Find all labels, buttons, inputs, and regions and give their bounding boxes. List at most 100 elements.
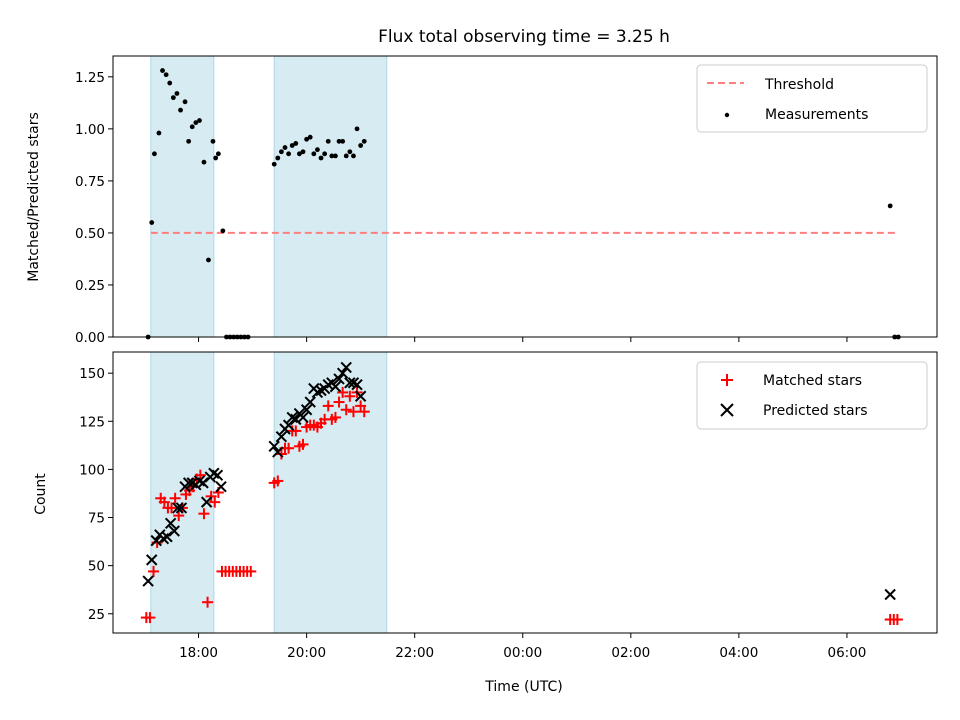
- measurement-point: [182, 99, 188, 105]
- matched-star-point: [275, 448, 287, 460]
- y-tick-label: 1.00: [75, 122, 105, 138]
- measurement-point: [351, 153, 356, 159]
- measurement-point: [358, 143, 364, 148]
- x-tick-label: 02:00: [611, 645, 650, 661]
- predicted-star-point: [297, 411, 309, 424]
- matched-star-point: [344, 390, 356, 402]
- legend-threshold: Threshold: [764, 77, 834, 93]
- measurement-point: [340, 138, 346, 144]
- measurement-point: [282, 145, 288, 150]
- y-tick-label: 50: [88, 559, 105, 575]
- y-tick-label: 0.25: [75, 278, 105, 294]
- measurement-point: [333, 153, 338, 159]
- matched-star-point: [148, 565, 160, 577]
- measurement-point: [156, 130, 162, 136]
- measurement-point: [329, 153, 335, 159]
- matched-star-point: [333, 396, 345, 408]
- matched-star-point: [166, 502, 178, 514]
- matched-star-point: [283, 442, 295, 454]
- y-tick-label: 25: [88, 607, 105, 623]
- predicted-star-point: [275, 430, 288, 443]
- y-tick-label: 0.50: [75, 226, 105, 242]
- predicted-star-point: [200, 496, 213, 508]
- measurement-point: [271, 161, 277, 167]
- measurement-point: [322, 151, 328, 157]
- predicted-star-point: [272, 446, 284, 458]
- y-tick-label: 100: [79, 462, 105, 478]
- matched-legend-swatch: [721, 374, 733, 386]
- measurement-point: [315, 147, 320, 153]
- y-tick-label: 0.00: [75, 330, 105, 346]
- predicted-star-point: [300, 404, 313, 416]
- measurement-point: [220, 228, 226, 234]
- matched-star-point: [329, 411, 341, 423]
- top-legend: Threshold Measurements: [696, 64, 928, 133]
- matched-star-point: [358, 406, 370, 418]
- top-plot-frame: [112, 55, 938, 338]
- predicted-star-point: [329, 380, 342, 393]
- observing-window: [273, 55, 388, 338]
- measurement-point: [167, 80, 173, 86]
- predicted-star-point: [282, 419, 295, 431]
- predicted-star-point: [340, 361, 352, 374]
- measurement-point: [170, 95, 176, 101]
- measurement-point: [279, 149, 284, 155]
- predicted-star-point: [168, 525, 180, 537]
- predicted-star-point: [197, 477, 209, 489]
- matched-star-point: [290, 425, 302, 437]
- matched-star-point: [205, 490, 217, 502]
- measurement-point: [193, 120, 199, 126]
- measurement-point: [174, 91, 180, 96]
- matched-star-point: [158, 496, 170, 508]
- predicted-star-point: [161, 531, 173, 543]
- predicted-star-point: [211, 469, 224, 481]
- measurement-point: [887, 203, 893, 209]
- matched-star-point: [169, 492, 181, 504]
- measurement-point: [361, 138, 367, 144]
- top-legend-box: [696, 64, 928, 133]
- matched-star-point: [891, 614, 903, 626]
- measurement-point: [325, 138, 331, 144]
- top-panel: 0.00 0.25 0.50 0.75 1.00 1.25 Matched/Predict…: [26, 55, 938, 346]
- measurements-legend-swatch: [724, 112, 730, 118]
- matched-star-point: [198, 508, 210, 520]
- bottom-legend: Matched stars Predicted stars: [696, 361, 928, 430]
- bottom-plot-frame: [112, 351, 938, 634]
- measurement-point: [293, 141, 299, 146]
- observing-window: [150, 55, 215, 338]
- measurement-point: [210, 138, 216, 144]
- measurement-point: [297, 151, 302, 157]
- observing-window: [273, 351, 388, 634]
- x-axis-label: Time (UTC): [484, 679, 562, 695]
- measurement-point: [197, 118, 202, 123]
- measurement-point: [289, 143, 295, 148]
- measurement-point: [336, 138, 342, 144]
- measurement-point: [201, 159, 207, 165]
- legend-measurements: Measurements: [765, 107, 868, 123]
- measurement-point: [275, 155, 281, 161]
- predicted-star-point: [175, 502, 188, 514]
- measurement-point: [304, 136, 310, 142]
- predicted-star-point: [142, 575, 154, 587]
- predicted-star-point: [215, 481, 227, 493]
- measurement-point: [307, 134, 313, 140]
- measurement-point: [160, 68, 165, 73]
- measurement-point: [215, 151, 221, 157]
- matched-star-point: [347, 406, 359, 418]
- measurement-point: [213, 155, 219, 161]
- measurement-point: [318, 155, 324, 161]
- measurement-point: [347, 149, 353, 155]
- y-tick-label: 125: [79, 414, 105, 430]
- matched-star-point: [209, 496, 221, 508]
- predicted-star-point: [333, 373, 345, 385]
- predicted-star-point: [336, 367, 349, 379]
- matched-star-point: [144, 612, 156, 624]
- measurement-point: [311, 151, 317, 157]
- observing-window: [150, 351, 215, 634]
- predicted-star-point: [146, 554, 158, 566]
- measurement-point: [206, 257, 211, 263]
- predicted-star-point: [268, 440, 280, 453]
- measurement-point: [189, 124, 195, 130]
- matched-star-point: [340, 404, 352, 416]
